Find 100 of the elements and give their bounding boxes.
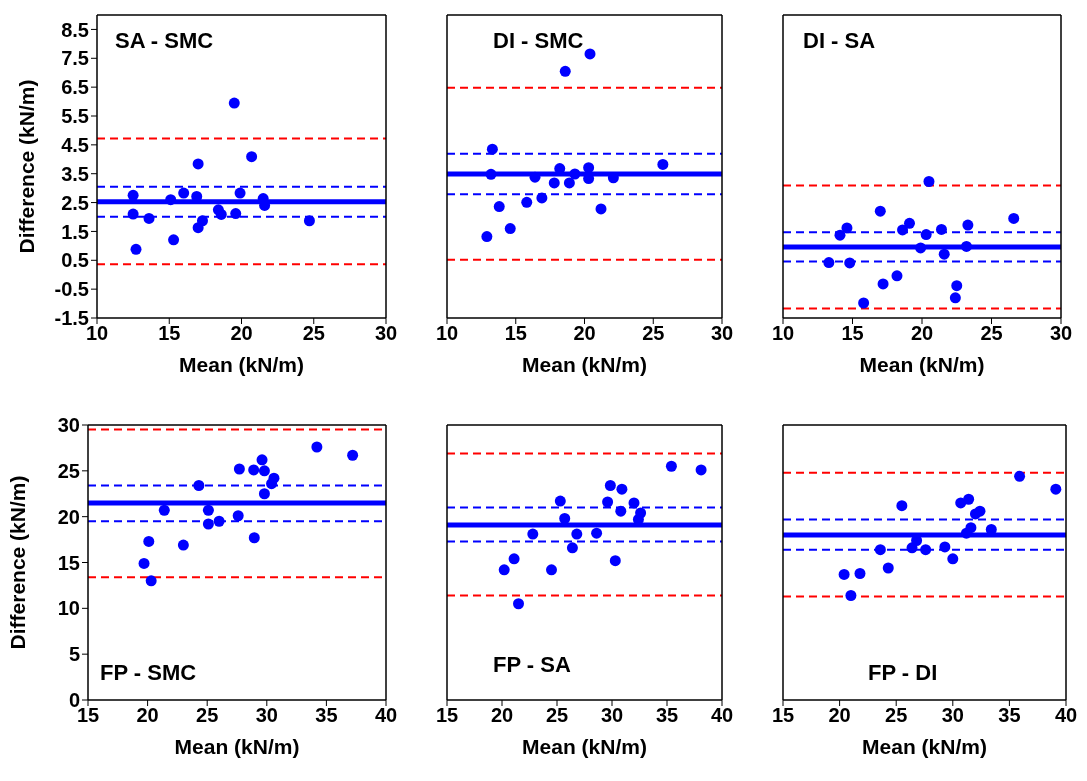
point — [935, 223, 947, 235]
point — [920, 544, 932, 556]
y-axis-title: Difference (kN/m) — [6, 475, 30, 650]
point — [595, 203, 607, 215]
point — [481, 231, 493, 243]
x-axis-title: Mean (kN/m) — [522, 735, 647, 758]
point — [965, 522, 977, 534]
point — [234, 187, 246, 199]
x-axis-title: Mean (kN/m) — [862, 735, 987, 758]
x-tick-label: 35 — [655, 704, 679, 727]
point — [143, 535, 155, 547]
point — [127, 189, 139, 201]
point — [569, 168, 581, 180]
x-axis-title: Mean (kN/m) — [179, 353, 304, 376]
y-tick-label: -0.5 — [54, 278, 89, 301]
y-axis-title: Difference (kN/m) — [15, 79, 39, 254]
x-tick-label: 30 — [374, 322, 398, 345]
point — [897, 224, 909, 236]
point — [882, 562, 894, 574]
point — [657, 158, 669, 170]
point — [951, 280, 963, 292]
y-tick-label: 5.5 — [61, 105, 89, 128]
point — [165, 194, 177, 206]
point — [143, 212, 155, 224]
x-tick-label: 25 — [196, 704, 219, 727]
point — [529, 171, 541, 183]
point — [896, 500, 908, 512]
point — [248, 532, 260, 544]
point — [615, 505, 627, 517]
x-tick-label: 20 — [230, 322, 253, 345]
x-axis-title: Mean (kN/m) — [522, 353, 647, 376]
point — [178, 187, 190, 199]
point — [268, 472, 280, 484]
point — [841, 222, 853, 234]
point — [566, 542, 578, 554]
point — [591, 527, 603, 539]
point — [228, 97, 240, 109]
y-tick-label: 7.5 — [61, 47, 89, 70]
y-tick-label: 3.5 — [61, 162, 89, 185]
annotation: SA - SMC — [115, 28, 214, 54]
point — [903, 217, 915, 229]
point — [962, 219, 974, 231]
x-tick-label: 20 — [910, 322, 934, 345]
y-tick-label: 0.5 — [61, 249, 89, 272]
point — [486, 143, 498, 155]
point — [1050, 483, 1062, 495]
x-tick-label: 25 — [642, 322, 665, 345]
point — [604, 480, 616, 491]
point — [571, 528, 583, 540]
point — [145, 575, 157, 587]
point — [963, 493, 975, 505]
x-tick-label: 15 — [158, 322, 181, 345]
point — [230, 208, 242, 220]
point — [960, 240, 972, 252]
point — [513, 598, 524, 610]
annotation: FP - SA — [493, 652, 571, 678]
point — [193, 480, 205, 491]
x-tick-label: 30 — [941, 704, 964, 727]
point — [521, 196, 533, 208]
x-tick-label: 30 — [1049, 322, 1073, 345]
point — [844, 257, 856, 269]
point — [504, 223, 516, 235]
x-tick-label: 25 — [302, 322, 325, 345]
point — [493, 201, 505, 213]
x-tick-label: 20 — [490, 704, 514, 727]
point — [233, 463, 245, 475]
point — [874, 205, 886, 217]
point — [347, 449, 359, 461]
point — [974, 505, 986, 517]
point — [168, 234, 180, 246]
point — [939, 541, 951, 553]
x-tick-label: 20 — [136, 704, 159, 727]
point — [485, 168, 497, 180]
point — [854, 568, 866, 579]
x-tick-label: 30 — [710, 322, 734, 345]
x-tick-label: 40 — [710, 704, 734, 727]
x-axis-title: Mean (kN/m) — [859, 353, 985, 376]
point — [915, 242, 927, 254]
point — [196, 215, 208, 227]
x-tick-label: 35 — [998, 704, 1021, 727]
point — [695, 464, 707, 476]
point — [213, 515, 225, 527]
x-tick-label: 20 — [573, 322, 596, 345]
point — [498, 564, 510, 576]
point — [177, 539, 189, 551]
point — [834, 229, 846, 241]
y-tick-label: 10 — [57, 597, 80, 620]
point — [616, 483, 628, 495]
point — [202, 504, 214, 516]
point — [548, 177, 560, 189]
annotation: FP - DI — [868, 660, 938, 686]
point — [838, 568, 850, 580]
point — [1008, 212, 1020, 224]
x-tick-label: 10 — [435, 322, 459, 345]
y-tick-label: 4.5 — [61, 133, 89, 156]
x-tick-label: 30 — [255, 704, 278, 727]
point — [546, 564, 557, 576]
point — [665, 460, 677, 472]
y-tick-label: 1.5 — [61, 220, 89, 243]
annotation: DI - SA — [803, 28, 876, 54]
